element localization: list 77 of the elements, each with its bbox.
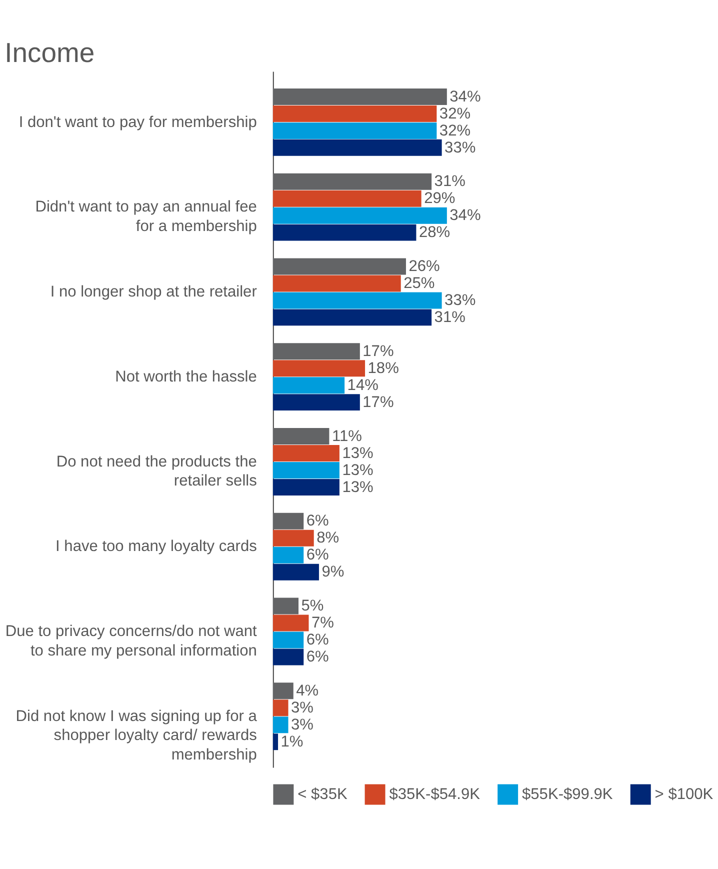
bar xyxy=(272,462,340,478)
bar xyxy=(272,512,304,530)
y-tick-label: Due to privacy concerns/do not want to share my personal information xyxy=(5,623,258,660)
bar xyxy=(272,734,278,750)
data-label: 7% xyxy=(311,614,334,632)
data-label: 17% xyxy=(362,342,394,360)
data-label: 34% xyxy=(450,207,481,224)
data-label: 18% xyxy=(368,360,400,377)
bar xyxy=(272,546,304,564)
data-label: 3% xyxy=(291,716,314,734)
y-tick-label: Not worth the hassle xyxy=(115,368,257,386)
bar xyxy=(272,716,288,734)
data-label: 25% xyxy=(404,275,435,292)
bar xyxy=(272,88,447,105)
y-tick-label: Didn't want to pay an annual fee for a membership xyxy=(35,198,257,235)
bar xyxy=(272,478,340,496)
bar xyxy=(272,377,345,394)
chart-title: Income xyxy=(4,37,95,68)
bar xyxy=(272,614,309,632)
bar xyxy=(272,105,437,122)
bar xyxy=(272,292,442,309)
bar xyxy=(272,173,432,190)
bar xyxy=(272,632,304,648)
bar xyxy=(272,682,294,700)
y-tick-label: I have too many loyalty cards xyxy=(56,538,258,556)
data-label: 26% xyxy=(408,258,440,276)
data-label: 33% xyxy=(444,292,476,310)
data-label: 13% xyxy=(342,444,374,462)
y-tick-label: Did not know I was signing up for a shopper loyalty card/ rewards membership xyxy=(16,708,258,764)
data-label: 9% xyxy=(322,564,344,581)
data-label: 32% xyxy=(439,122,471,140)
data-label: 14% xyxy=(347,376,379,394)
bar xyxy=(272,224,416,241)
bar xyxy=(272,360,366,377)
y-tick-label: I no longer shop at the retailer xyxy=(50,284,257,301)
data-label: 17% xyxy=(362,394,394,411)
legend-label: $35K-$54.9K xyxy=(389,786,481,804)
data-label: 11% xyxy=(332,428,362,445)
data-label: 32% xyxy=(439,105,471,122)
data-label: 1% xyxy=(280,733,304,750)
bar xyxy=(272,139,442,156)
data-label: 3% xyxy=(291,699,314,716)
legend-label: $55K-$99.9K xyxy=(522,786,614,804)
data-label: 6% xyxy=(306,512,330,530)
bar xyxy=(272,445,340,462)
bar xyxy=(272,428,330,445)
bar xyxy=(272,564,319,580)
data-label: 6% xyxy=(306,546,330,564)
bar xyxy=(272,530,314,546)
bar xyxy=(272,394,360,411)
bar xyxy=(272,258,406,275)
data-label: 4% xyxy=(296,682,319,700)
data-label: 5% xyxy=(301,598,324,615)
bar xyxy=(272,648,304,666)
bar xyxy=(272,700,288,716)
data-label: 31% xyxy=(434,309,466,326)
bar xyxy=(272,190,422,207)
data-label: 33% xyxy=(444,139,476,156)
data-label: 6% xyxy=(306,632,330,649)
y-tick-label: I don't want to pay for membership xyxy=(18,114,257,131)
bar xyxy=(272,275,401,292)
data-label: 8% xyxy=(316,530,340,547)
data-label: 34% xyxy=(450,88,481,106)
data-label: 13% xyxy=(342,462,374,479)
data-label: 6% xyxy=(306,648,330,666)
data-label: 29% xyxy=(424,190,456,208)
legend-label: > $100K xyxy=(654,786,714,804)
bar xyxy=(272,343,360,360)
bar xyxy=(272,598,298,614)
data-label: 28% xyxy=(418,224,450,242)
y-tick-label: Do not need the products the retailer sells xyxy=(56,453,258,490)
data-label: 13% xyxy=(342,478,374,496)
legend-label: < $35K xyxy=(298,786,348,804)
bar xyxy=(272,122,437,139)
bar xyxy=(272,309,432,326)
bar xyxy=(272,207,447,224)
data-label: 31% xyxy=(434,173,466,190)
